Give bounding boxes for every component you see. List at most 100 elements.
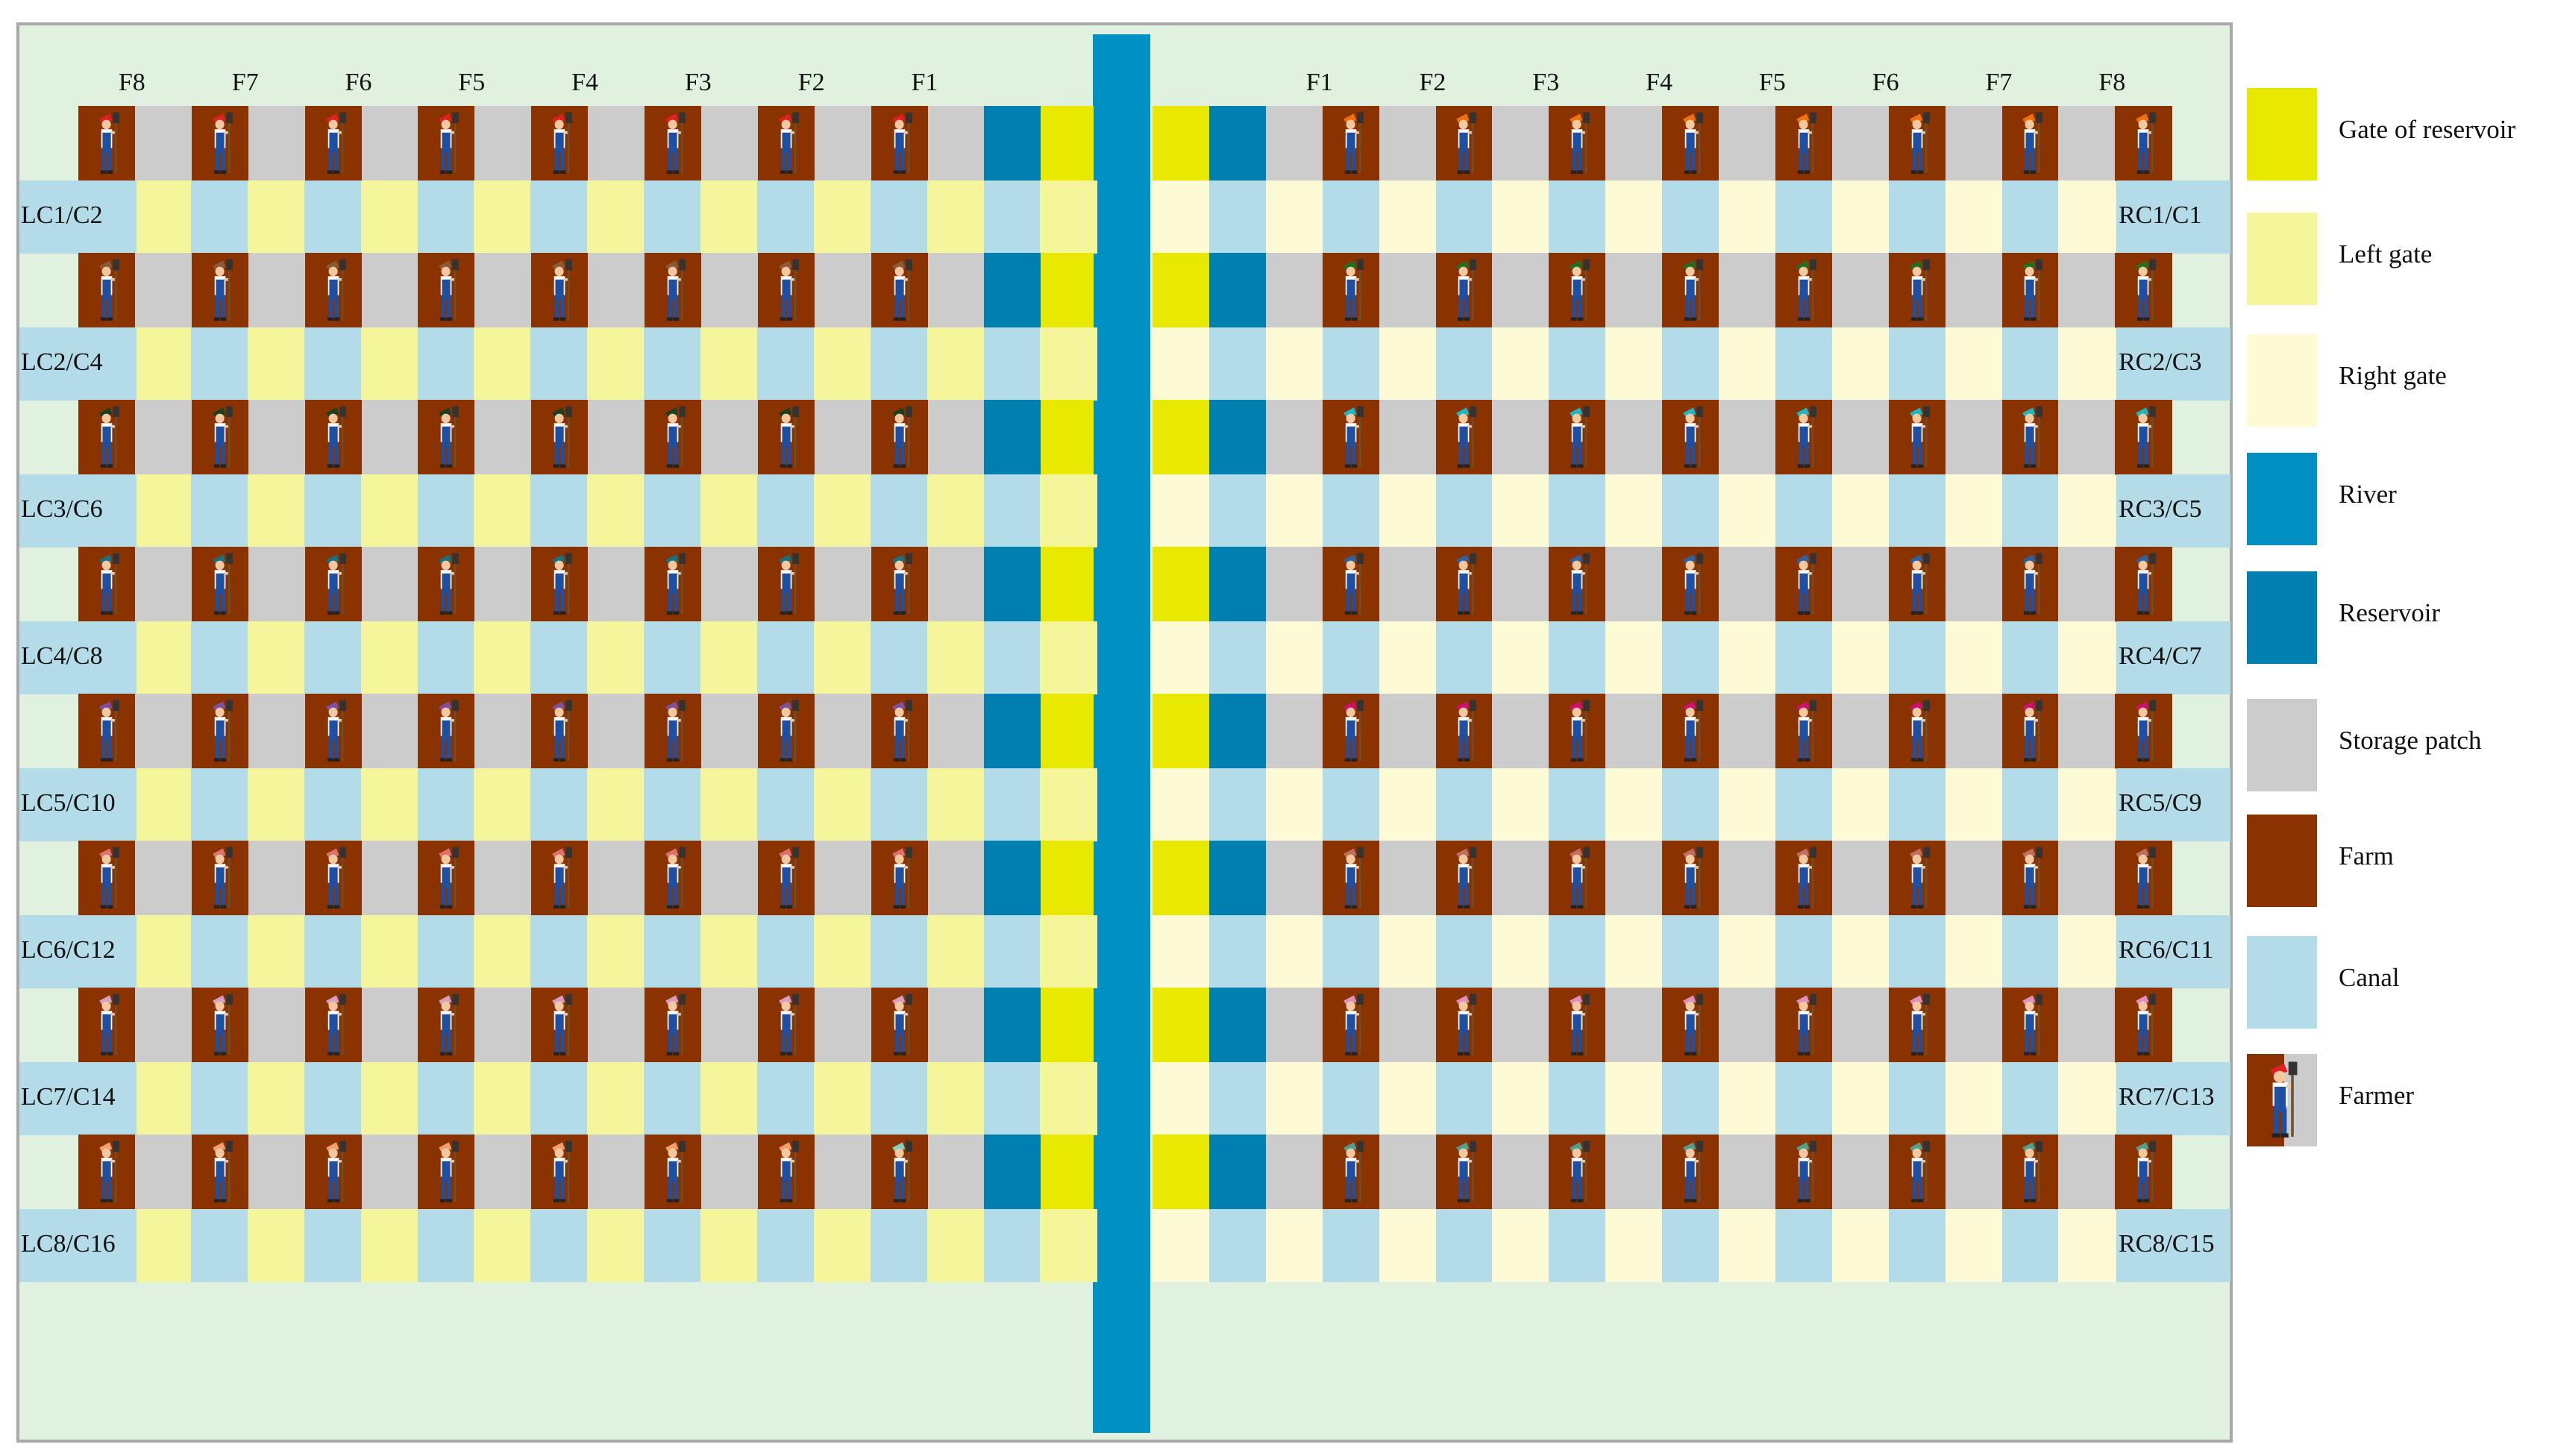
canal-row-label: RC8/C15 (2119, 1230, 2215, 1258)
farm-cell (304, 547, 363, 622)
canal-row-label: LC6/C12 (21, 936, 116, 964)
legend-label-canal: Canal (2339, 963, 2400, 992)
left-gate (474, 915, 531, 988)
left-gate (247, 181, 305, 254)
canal (530, 621, 588, 694)
farm-cell (1435, 253, 1493, 328)
storage-patch (361, 106, 418, 181)
canal-row-label: LC7/C14 (21, 1083, 116, 1111)
farmer-icon (95, 697, 121, 765)
farm-cell (531, 1135, 589, 1210)
farmer-icon (1340, 991, 1365, 1059)
storage-patch (1379, 106, 1437, 181)
canal (1322, 181, 1380, 254)
farm-cell (418, 547, 475, 622)
right-gate (1719, 915, 1776, 988)
farm-cell (757, 547, 815, 622)
canal (1662, 1209, 1719, 1282)
farm-cell (78, 1135, 136, 1210)
right-gate (1379, 621, 1437, 694)
farm-cell (757, 1135, 815, 1210)
farm-cell (78, 841, 136, 916)
canal (1549, 1209, 1606, 1282)
farmer-icon (95, 404, 121, 471)
storage-patch (361, 547, 418, 622)
farm-cell (1435, 1135, 1493, 1210)
storage-patch (1719, 547, 1776, 622)
storage-patch (1265, 694, 1323, 769)
farmer-icon (1566, 404, 1591, 471)
farmer-icon (548, 991, 574, 1059)
left-gate (813, 915, 871, 988)
canal (1549, 915, 1606, 988)
canal (1775, 1062, 1833, 1135)
legend-label-farmer: Farmer (2339, 1081, 2415, 1110)
farm-cell (757, 253, 815, 328)
left-gate (700, 327, 758, 401)
farm-cell (1322, 547, 1380, 622)
farm-cell (418, 694, 475, 769)
storage-patch (134, 400, 192, 475)
farmer-icon (1452, 550, 1478, 618)
right-gate (1265, 474, 1323, 547)
storage-patch (1492, 547, 1549, 622)
farmer-icon (435, 1138, 460, 1206)
right-gate (1379, 181, 1437, 254)
storage-patch (474, 841, 532, 916)
canal (1435, 768, 1493, 841)
reservoir (984, 547, 1041, 622)
storage-patch (1605, 253, 1663, 328)
gate-of-reservoir (1153, 841, 1210, 916)
canal (1888, 915, 1946, 988)
canal (417, 327, 474, 401)
farm-cell (2115, 400, 2172, 475)
right-gate (1153, 474, 1210, 547)
storage-patch (1492, 988, 1549, 1063)
farm-cell (871, 694, 929, 769)
farmer-icon (2132, 550, 2157, 618)
farmer-icon (95, 991, 121, 1059)
storage-patch (1831, 253, 1890, 328)
canal (190, 327, 248, 401)
canal (644, 768, 701, 841)
storage-patch (1265, 253, 1323, 328)
canal-row-label: LC4/C8 (21, 642, 103, 670)
farm-cell (1322, 106, 1380, 181)
storage-patch (1719, 253, 1776, 328)
right-gate (2058, 474, 2116, 547)
farmer-icon (1566, 550, 1591, 618)
storage-patch (2058, 988, 2116, 1063)
right-gate (1605, 768, 1663, 841)
farmer-icon (435, 257, 460, 324)
reservoir (1208, 547, 1267, 622)
legend-label-gate-of-reservoir: Gate of reservoir (2339, 115, 2516, 144)
farm-cell (2001, 253, 2059, 328)
farmer-icon (1679, 404, 1705, 471)
left-gate (700, 1062, 758, 1135)
canal (644, 181, 701, 254)
canal-row-label: LC8/C16 (21, 1230, 116, 1258)
canal (983, 915, 1041, 988)
farm-cell (2115, 694, 2172, 769)
storage-patch (700, 694, 759, 769)
storage-patch (1492, 1135, 1549, 1210)
farm-cell (304, 694, 363, 769)
farm-cell (2001, 841, 2059, 916)
storage-patch (2058, 547, 2116, 622)
left-gate (474, 621, 531, 694)
farmer-icon (548, 844, 574, 912)
storage-patch (588, 253, 645, 328)
canal (1435, 181, 1493, 254)
farm-cell (1435, 400, 1493, 475)
farm-cell (78, 547, 136, 622)
storage-patch (1379, 694, 1437, 769)
farm-cell (1888, 988, 1946, 1063)
storage-patch (588, 400, 645, 475)
farm-cell (78, 400, 136, 475)
left-gate (587, 1062, 645, 1135)
farm-cell (78, 694, 136, 769)
left-gate (813, 621, 871, 694)
storage-patch (1719, 694, 1776, 769)
right-gate (1265, 327, 1323, 401)
farm-cell (1549, 1135, 1606, 1210)
